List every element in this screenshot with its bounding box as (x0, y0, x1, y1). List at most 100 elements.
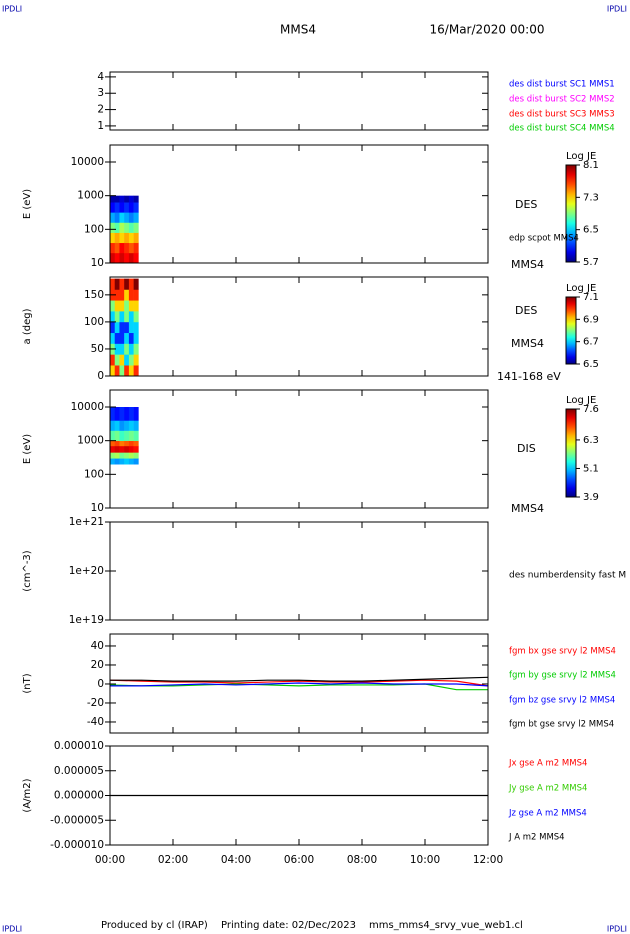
spectrogram-cell (110, 365, 116, 377)
spectrogram-cell (128, 420, 134, 431)
spectrogram-cell (114, 445, 120, 453)
x-tick-label: 00:00 (95, 854, 125, 866)
spectrogram-cell (133, 332, 139, 344)
panel-frame (109, 389, 489, 509)
spectrogram-cell (110, 252, 116, 264)
colorbar-title: Log JE (566, 395, 596, 406)
spectrogram-cell (110, 242, 116, 254)
spectrogram-cell (119, 195, 125, 203)
y-tick-label: 50 (91, 343, 104, 355)
spectrogram-cell (133, 289, 139, 301)
colorbar-tick-label: 3.9 (583, 492, 599, 503)
y-axis-label: E (eV) (22, 189, 33, 219)
spectrogram-cell (119, 300, 125, 312)
spectrogram-cell (133, 232, 139, 244)
spectrogram-cell (110, 430, 116, 441)
spectrogram-cell (124, 354, 130, 366)
spectrogram-cell (114, 458, 120, 465)
spectrogram-cell (128, 430, 134, 441)
spectrogram-cell (119, 311, 125, 323)
y-tick-label: 150 (84, 289, 104, 301)
legend-entry: des dist burst SC2 MMS2 (509, 95, 615, 105)
y-tick-label: 0.000010 (54, 740, 104, 752)
y-axis-label: (cm^-3) (22, 550, 33, 591)
spectrogram-cell (124, 420, 130, 431)
spectrogram-cell (110, 420, 116, 431)
spectrogram-cell (114, 440, 120, 447)
spectrogram-cell (119, 252, 125, 264)
series-line (110, 682, 489, 687)
panel-annotation: DIS (517, 442, 536, 455)
y-tick-label: 0.000000 (54, 790, 104, 802)
spectrogram-cell (124, 343, 130, 355)
spectrogram-cell (110, 354, 116, 366)
x-tick-label: 02:00 (158, 854, 188, 866)
spectrogram-cell (128, 458, 134, 465)
y-tick-label: 1 (97, 120, 104, 132)
spectrogram-cell (119, 430, 125, 441)
panel-annotation: MMS4 (511, 337, 544, 350)
spectrogram-cell (114, 252, 120, 264)
spectrogram-cell (119, 343, 125, 355)
spectrogram-cell (128, 321, 134, 334)
colorbar (565, 296, 577, 365)
legend-entry: Jz gse A m2 MMS4 (508, 809, 587, 819)
y-tick-label: 3 (97, 87, 104, 99)
colorbar-tick-label: 5.7 (583, 257, 599, 268)
spectrogram-cell (124, 430, 130, 441)
spectrogram-cell (124, 289, 130, 301)
spectrogram-cell (133, 343, 139, 355)
spectrogram-cell (133, 407, 139, 421)
y-tick-label: 1000 (77, 190, 104, 202)
y-tick-label: 1000 (77, 435, 104, 447)
spectrogram-cell (110, 195, 116, 203)
spectrogram-cell (119, 232, 125, 244)
colorbar-tick-label: 7.6 (583, 404, 599, 415)
spectrogram-cell (114, 343, 120, 355)
spectrogram-cell (128, 242, 134, 254)
y-axis-label: (A/m2) (22, 778, 33, 812)
spectrogram-cell (110, 202, 116, 213)
footer-date: Printing date: 02/Dec/2023 (221, 920, 356, 931)
spectrogram-cell (110, 452, 116, 459)
spectrogram-cell (110, 407, 116, 421)
spectrogram-cell (128, 300, 134, 312)
spectrogram-cell (110, 232, 116, 244)
colorbar-tick-label: 6.3 (583, 435, 599, 446)
spectrogram-cell (119, 212, 125, 223)
spectrogram-cell (114, 212, 120, 223)
spectrogram-cell (119, 321, 125, 334)
colorbar-tick-label: 5.1 (583, 463, 599, 474)
colorbar (565, 408, 577, 498)
panel-frame (109, 276, 489, 377)
legend-entry: fgm by gse srvy l2 MMS4 (509, 671, 616, 681)
spectrogram-cell (110, 458, 116, 465)
spectrogram-cell (114, 321, 120, 334)
date-title: 16/Mar/2020 00:00 (430, 23, 545, 37)
spectrogram-cell (128, 202, 134, 213)
colorbar-tick-label: 6.9 (583, 314, 599, 325)
colorbar-tick-label: 6.7 (583, 337, 599, 348)
spectrogram-cell (114, 452, 120, 459)
spectrogram-cell (128, 354, 134, 366)
y-tick-label: -0.000010 (50, 839, 104, 851)
colorbar-tick-label: 8.1 (583, 160, 599, 171)
legend-entry: Jx gse A m2 MMS4 (508, 759, 587, 769)
y-tick-label: -20 (87, 697, 104, 709)
spectrogram-cell (128, 440, 134, 447)
x-tick-label: 04:00 (221, 854, 251, 866)
spectrogram-cell (124, 365, 130, 377)
spectrogram-cell (124, 252, 130, 264)
spectrogram-cell (133, 430, 139, 441)
spectrogram-cell (114, 311, 120, 323)
y-tick-label: 2 (97, 104, 104, 116)
spectrogram-cell (133, 440, 139, 447)
spectrogram-cell (114, 222, 120, 233)
spectrogram-cell (124, 321, 130, 334)
y-tick-label: -0.000005 (50, 814, 104, 826)
spectrogram-cell (119, 420, 125, 431)
y-tick-label: 100 (84, 223, 104, 235)
spectrogram-cell (124, 332, 130, 344)
spectrogram-cell (128, 407, 134, 421)
